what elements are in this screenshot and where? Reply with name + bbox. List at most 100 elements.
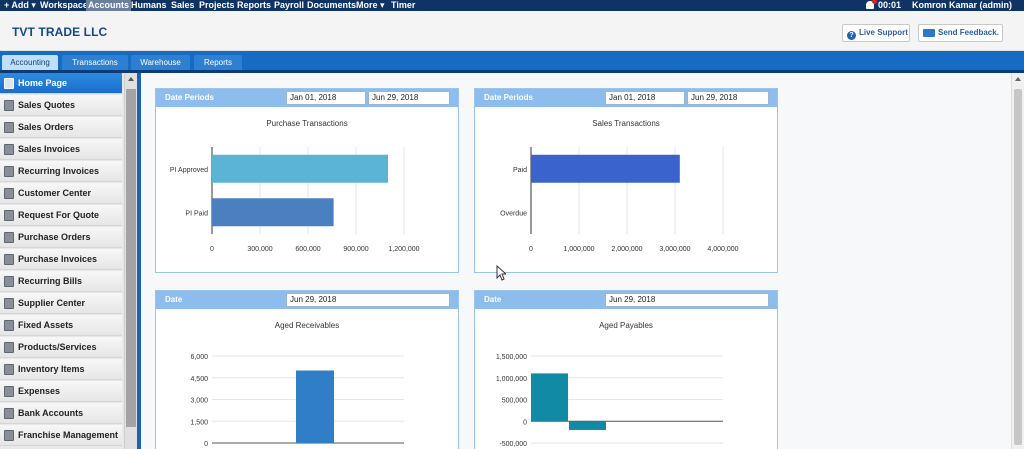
bar-bucket-1 bbox=[296, 370, 334, 443]
sidebar-item-recurring-bills[interactable]: Recurring Bills bbox=[0, 271, 122, 292]
aged-receivables-panel: Date Jun 29, 2018 Aged Receivables 6,000… bbox=[155, 290, 459, 449]
sidebar-item-products-services[interactable]: Products/Services bbox=[0, 337, 122, 358]
x-tick-label: 600,000 bbox=[295, 246, 320, 253]
aged-payables-chart: 1,500,000 1,000,000 500,000 0 -500,000 bbox=[496, 354, 723, 448]
sidebar-item-bank-accounts[interactable]: Bank Accounts bbox=[0, 403, 122, 424]
menu-add[interactable]: + Add ▾ bbox=[4, 0, 36, 10]
sidebar-item-franchise-management[interactable]: Franchise Management bbox=[0, 425, 122, 446]
sidebar-item-recurring-invoices[interactable]: Recurring Invoices bbox=[0, 161, 122, 182]
date-from-input[interactable]: Jan 01, 2018 bbox=[286, 91, 366, 105]
x-tick-label: 1,000,000 bbox=[563, 246, 594, 253]
help-icon: ? bbox=[847, 31, 856, 40]
sidebar-item-customer-center[interactable]: Customer Center bbox=[0, 183, 122, 204]
menu-accounts[interactable]: Accounts bbox=[86, 0, 132, 11]
y-tick-label: 1,500 bbox=[190, 419, 208, 426]
scroll-up-arrow-icon[interactable] bbox=[128, 77, 134, 81]
menu-workspace[interactable]: Workspace bbox=[40, 0, 88, 10]
date-from-input[interactable]: Jan 01, 2018 bbox=[605, 91, 685, 105]
sidebar-splitter[interactable] bbox=[137, 73, 141, 449]
scroll-up-arrow-icon[interactable] bbox=[1015, 77, 1021, 81]
chart-title: Aged Payables bbox=[599, 321, 653, 330]
tab-reports[interactable]: Reports bbox=[194, 55, 242, 71]
sidebar-item-sales-orders[interactable]: Sales Orders bbox=[0, 117, 122, 138]
sales-transactions-chart: 0 1,000,000 2,000,000 3,000,000 4,000,000 Pai… bbox=[500, 147, 739, 253]
bank-icon bbox=[4, 408, 14, 419]
x-tick-label: 0 bbox=[529, 246, 533, 253]
menu-sales[interactable]: Sales bbox=[171, 0, 195, 10]
y-tick-label: 1,000,000 bbox=[496, 376, 527, 383]
user-menu[interactable]: Komron Kamar (admin) bbox=[912, 0, 1013, 10]
document-icon bbox=[4, 144, 14, 155]
bar-pi-approved bbox=[212, 154, 388, 183]
sidebar-item-sales-invoices[interactable]: Sales Invoices bbox=[0, 139, 122, 160]
panel-header: Date Periods Jan 01, 2018 Jun 29, 2018 bbox=[475, 89, 777, 107]
y-tick-label: 0 bbox=[523, 419, 527, 426]
tab-transactions[interactable]: Transactions bbox=[62, 55, 128, 71]
sidebar-item-request-for-quote[interactable]: Request For Quote bbox=[0, 205, 122, 226]
chart-title: Purchase Transactions bbox=[266, 119, 348, 128]
live-support-button[interactable]: ? Live Support bbox=[842, 24, 910, 42]
panel-header: Date Jun 29, 2018 bbox=[475, 291, 777, 309]
bar-bucket-1 bbox=[569, 421, 606, 430]
date-input[interactable]: Jun 29, 2018 bbox=[286, 293, 450, 307]
menu-documents[interactable]: Documents bbox=[307, 0, 357, 10]
date-periods-label: Date Periods bbox=[484, 93, 533, 102]
app-header: TVT TRADE LLC ? Live Support Send Feedbac… bbox=[0, 11, 1024, 51]
x-tick-label: 900,000 bbox=[343, 246, 368, 253]
y-tick-label: 4,500 bbox=[190, 376, 208, 383]
building-icon bbox=[4, 298, 14, 309]
menu-humans[interactable]: Humans bbox=[131, 0, 167, 10]
calculator-icon bbox=[4, 386, 14, 397]
date-to-input[interactable]: Jun 29, 2018 bbox=[368, 91, 450, 105]
category-label: PI Approved bbox=[170, 167, 208, 174]
menu-more[interactable]: More ▾ bbox=[356, 0, 385, 10]
sidebar-item-expenses[interactable]: Expenses bbox=[0, 381, 122, 402]
x-tick-label: 2,000,000 bbox=[611, 246, 642, 253]
sidebar-scrollbar[interactable] bbox=[124, 73, 137, 449]
date-periods-label: Date Periods bbox=[165, 93, 214, 102]
tab-underline bbox=[0, 70, 1024, 73]
mouse-cursor-icon bbox=[496, 265, 506, 281]
sidebar-item-purchase-invoices[interactable]: Purchase Invoices bbox=[0, 249, 122, 270]
menu-reports[interactable]: Reports bbox=[237, 0, 272, 10]
notifications-icon[interactable] bbox=[866, 0, 877, 11]
category-label: Overdue bbox=[500, 210, 527, 217]
document-icon bbox=[4, 100, 14, 111]
y-tick-label: -500,000 bbox=[499, 441, 527, 448]
tab-accounting[interactable]: Accounting bbox=[2, 55, 58, 71]
sidebar-item-supplier-center[interactable]: Supplier Center bbox=[0, 293, 122, 314]
bar-bucket-0 bbox=[531, 373, 568, 422]
main-scrollbar[interactable] bbox=[1011, 73, 1024, 449]
document-icon bbox=[4, 276, 14, 287]
company-name: TVT TRADE LLC bbox=[12, 25, 108, 39]
purchase-transactions-chart: 0 300,000 600,000 900,000 1,200,000 PI Approv… bbox=[170, 147, 420, 253]
date-input[interactable]: Jun 29, 2018 bbox=[605, 293, 769, 307]
sidebar-scroll-thumb[interactable] bbox=[126, 89, 136, 427]
sales-transactions-panel: Date Periods Jan 01, 2018 Jun 29, 2018 S… bbox=[474, 88, 778, 273]
date-to-input[interactable]: Jun 29, 2018 bbox=[687, 91, 769, 105]
home-icon bbox=[4, 78, 14, 89]
sidebar-item-fixed-assets[interactable]: Fixed Assets bbox=[0, 315, 122, 336]
sidebar-item-sales-quotes[interactable]: Sales Quotes bbox=[0, 95, 122, 116]
sidebar: Home Page Sales Quotes Sales Orders Sale… bbox=[0, 73, 124, 449]
main-scroll-thumb[interactable] bbox=[1014, 89, 1022, 445]
sidebar-item-home-page[interactable]: Home Page bbox=[0, 73, 122, 94]
asset-icon bbox=[4, 320, 14, 331]
sidebar-item-purchase-orders[interactable]: Purchase Orders bbox=[0, 227, 122, 248]
building-icon bbox=[4, 188, 14, 199]
x-tick-label: 1,200,000 bbox=[388, 246, 419, 253]
bar-paid bbox=[531, 154, 680, 183]
box-icon bbox=[4, 342, 14, 353]
document-icon bbox=[4, 232, 14, 243]
menu-projects[interactable]: Projects bbox=[199, 0, 235, 10]
panel-header: Date Periods Jan 01, 2018 Jun 29, 2018 bbox=[156, 89, 458, 107]
sidebar-item-inventory-items[interactable]: Inventory Items bbox=[0, 359, 122, 380]
menu-timer[interactable]: Timer bbox=[391, 0, 416, 10]
inventory-icon bbox=[4, 364, 14, 375]
menu-payroll[interactable]: Payroll bbox=[274, 0, 305, 10]
send-feedback-button[interactable]: Send Feedback. bbox=[918, 24, 1003, 42]
bar-pi-paid bbox=[212, 198, 334, 227]
aged-payables-panel: Date Jun 29, 2018 Aged Payables 1,500,00… bbox=[474, 290, 778, 449]
tab-warehouse[interactable]: Warehouse bbox=[131, 55, 190, 71]
document-icon bbox=[4, 254, 14, 265]
